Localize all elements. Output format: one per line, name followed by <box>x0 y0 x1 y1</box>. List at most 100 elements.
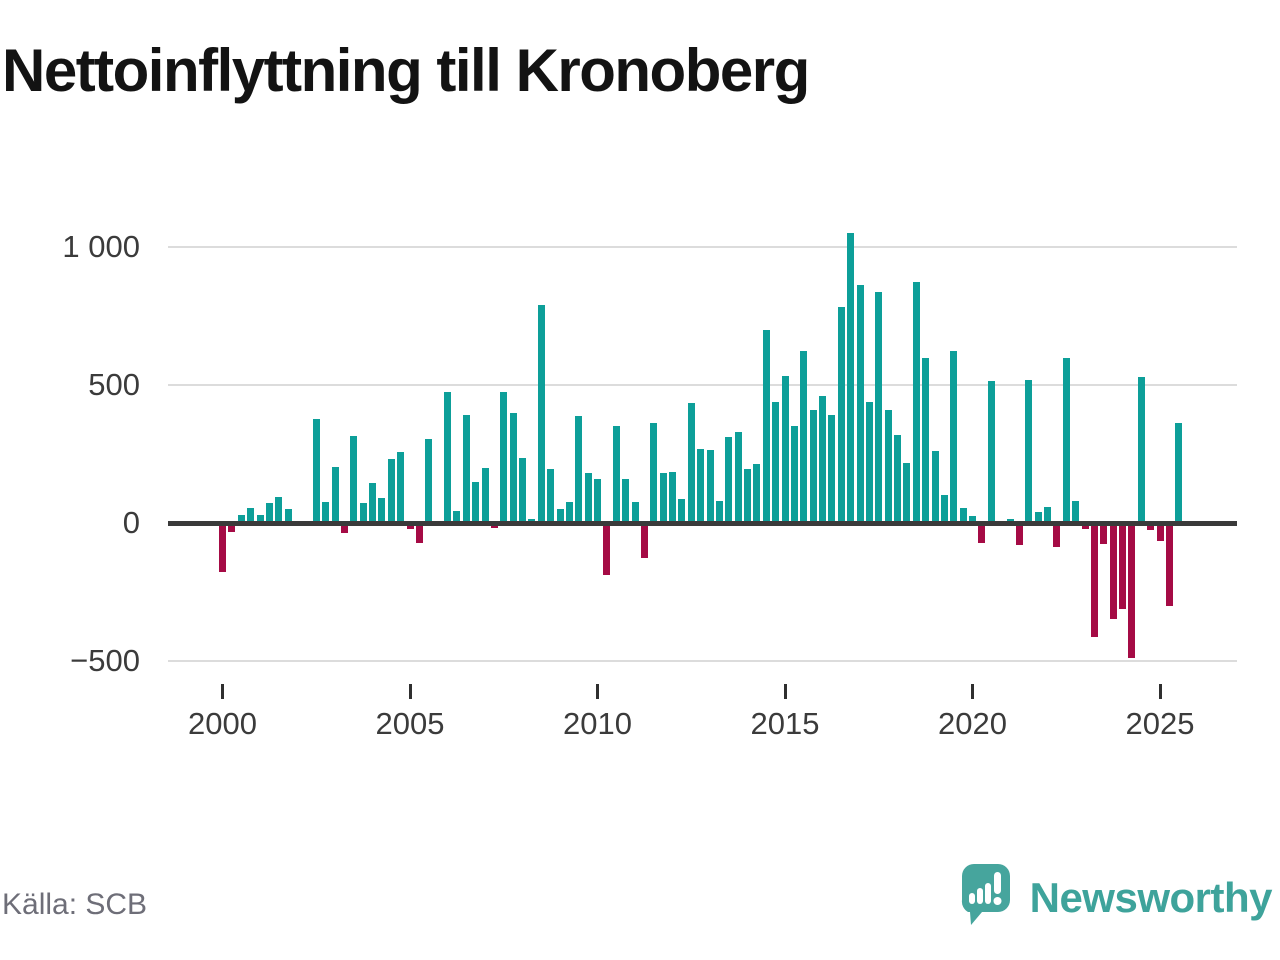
bar-2023Q4 <box>1109 523 1117 619</box>
bar-2000Q3 <box>237 514 245 523</box>
bar-2024Q2 <box>1128 523 1136 659</box>
bar-2021Q2 <box>1015 523 1023 546</box>
bar-2012Q2 <box>678 498 686 523</box>
bar-2016Q3 <box>837 306 845 523</box>
gridline--500 <box>168 660 1237 663</box>
y-axis-label-1000: 1 000 <box>62 228 140 264</box>
bar-2014Q3 <box>762 329 770 523</box>
bar-2007Q4 <box>509 412 517 523</box>
bar-2017Q2 <box>865 401 873 523</box>
bar-2010Q4 <box>622 478 630 523</box>
bar-2022Q3 <box>1062 358 1070 523</box>
x-axis-label-2025: 2025 <box>1125 706 1195 741</box>
bar-2004Q3 <box>387 459 395 523</box>
bar-2020Q3 <box>987 381 995 523</box>
bar-2006Q1 <box>444 392 451 523</box>
bar-2024Q4 <box>1147 523 1155 530</box>
bar-2003Q3 <box>350 435 358 523</box>
bar-2019Q4 <box>959 507 967 523</box>
bar-2017Q4 <box>884 409 892 523</box>
bar-2016Q1 <box>819 395 826 523</box>
x-axis-label-2020: 2020 <box>938 706 1007 741</box>
bar-2014Q1 <box>744 468 751 523</box>
bar-2004Q2 <box>378 498 386 523</box>
bar-2013Q2 <box>715 501 723 523</box>
x-tick-2020 <box>971 684 974 699</box>
bar-2022Q1 <box>1044 506 1051 523</box>
bar-2023Q1 <box>1081 523 1089 530</box>
bar-2011Q1 <box>631 501 639 523</box>
bar-2008Q1 <box>519 458 526 523</box>
bar-2003Q1 <box>331 466 339 523</box>
newsworthy-wordmark: Newsworthy <box>1029 873 1273 921</box>
bar-2011Q4 <box>659 473 667 523</box>
gridline-500 <box>168 383 1237 386</box>
bar-2015Q1 <box>781 375 789 523</box>
bar-2016Q4 <box>847 233 855 523</box>
bar-2023Q2 <box>1090 523 1098 638</box>
bar-2006Q2 <box>453 511 461 523</box>
bar-2023Q3 <box>1100 523 1108 545</box>
bar-2011Q2 <box>640 523 648 558</box>
bar-2015Q3 <box>800 351 808 523</box>
bar-2016Q2 <box>828 415 836 523</box>
x-axis-label-2005: 2005 <box>375 706 445 741</box>
bar-2011Q3 <box>650 423 658 523</box>
x-tick-2010 <box>596 684 599 699</box>
bar-2013Q1 <box>706 450 714 523</box>
bar-2013Q4 <box>734 432 742 523</box>
bar-2008Q4 <box>547 468 555 523</box>
bar-2014Q4 <box>772 402 780 523</box>
chart-title: Nettoinflyttning till Kronoberg <box>2 37 810 104</box>
bar-2004Q1 <box>369 482 376 523</box>
bar-2006Q3 <box>462 415 470 523</box>
bar-2021Q3 <box>1025 379 1033 523</box>
bar-2014Q2 <box>753 463 761 523</box>
bar-2003Q4 <box>359 503 367 523</box>
bar-2019Q1 <box>931 451 939 523</box>
bar-2001Q3 <box>275 496 283 523</box>
bar-2018Q1 <box>894 434 901 523</box>
source-caption: Källa: SCB <box>2 888 148 921</box>
x-tick-2000 <box>221 684 224 699</box>
bar-2025Q2 <box>1165 523 1173 606</box>
bar-2009Q2 <box>565 501 573 523</box>
bar-2010Q1 <box>594 478 601 523</box>
bar-2013Q3 <box>725 436 733 523</box>
x-tick-2025 <box>1158 684 1162 699</box>
bar-2009Q3 <box>575 415 583 523</box>
bar-2003Q2 <box>340 523 348 533</box>
bar-2010Q2 <box>603 523 611 575</box>
bar-2012Q4 <box>697 449 705 523</box>
bar-2009Q4 <box>584 472 592 523</box>
gridline-1000 <box>168 245 1237 248</box>
bar-2000Q4 <box>247 508 255 523</box>
bar-2000Q2 <box>228 523 236 533</box>
bar-2024Q3 <box>1137 377 1145 523</box>
bar-2007Q3 <box>500 391 508 523</box>
bar-2008Q3 <box>537 304 545 523</box>
x-tick-2005 <box>408 684 412 699</box>
bar-2012Q1 <box>669 472 676 523</box>
bar-2022Q2 <box>1053 523 1061 548</box>
bar-2001Q4 <box>284 509 292 523</box>
bar-2000Q1 <box>219 523 226 573</box>
bar-2022Q4 <box>1072 500 1080 523</box>
bar-2020Q1 <box>969 515 976 523</box>
y-axis-label-0: 0 <box>122 505 140 540</box>
bar-2005Q1 <box>406 523 414 529</box>
y-axis-label-500: 500 <box>88 366 140 402</box>
bar-2012Q3 <box>687 402 695 523</box>
bar-2019Q2 <box>940 494 948 523</box>
bar-2020Q2 <box>978 523 986 544</box>
bar-2005Q3 <box>425 439 433 523</box>
bar-2015Q2 <box>790 426 798 523</box>
bar-2015Q4 <box>809 410 817 523</box>
bar-2007Q1 <box>481 468 489 523</box>
bar-2018Q2 <box>903 462 911 523</box>
bar-2006Q4 <box>472 481 480 523</box>
bar-2017Q3 <box>875 291 883 523</box>
bar-2009Q1 <box>556 509 564 523</box>
bar-2001Q1 <box>256 514 264 523</box>
